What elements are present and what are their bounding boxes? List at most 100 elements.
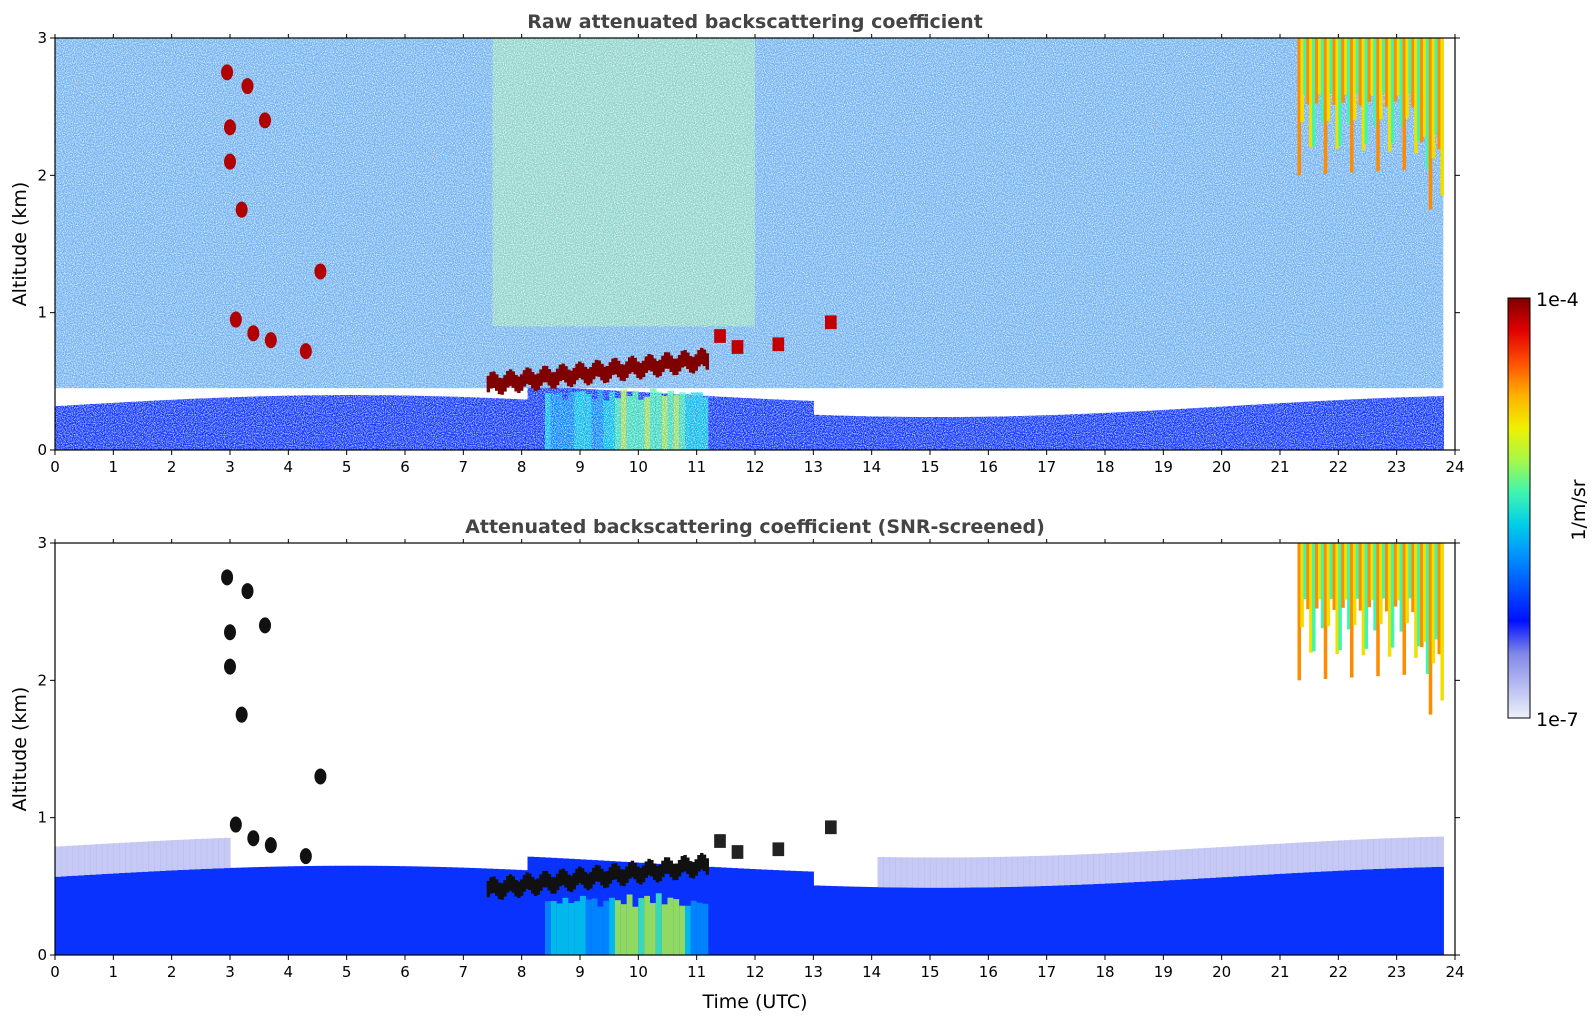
boundary-layer-strip	[142, 871, 149, 955]
aerosol-edge-strip	[1163, 850, 1170, 881]
cloud-layer-cell	[630, 860, 635, 878]
aerosol-edge-strip	[1210, 847, 1217, 878]
boundary-layer-strip	[790, 870, 797, 955]
boundary-layer-strip	[305, 866, 313, 955]
boundary-layer-strip	[1000, 887, 1007, 955]
boundary-layer-strip	[1268, 874, 1275, 955]
aerosol-edge-strip	[1326, 840, 1334, 872]
high-cloud-streak	[1350, 38, 1354, 173]
aerosol-edge-strip	[1040, 855, 1048, 886]
high-cloud-streak	[1396, 543, 1401, 601]
aerosol-strip	[585, 899, 593, 955]
aerosol-strip	[609, 897, 616, 955]
boundary-layer-strip	[737, 868, 744, 955]
cloud-layer-cell	[644, 356, 649, 373]
cloud-layer-cell	[680, 856, 685, 873]
boundary-layer-strip	[860, 886, 867, 955]
aerosol-edge-strip	[1268, 844, 1275, 875]
aerosol-edge-strip	[1075, 854, 1083, 885]
aerosol-edge-strip	[976, 857, 984, 888]
aerosol-edge-strip	[1320, 841, 1328, 872]
high-cloud-streak	[1320, 543, 1325, 629]
cloud-layer-cell	[625, 361, 629, 378]
aerosol-edge-strip	[1105, 853, 1112, 884]
aerosol-edge-strip	[90, 844, 97, 875]
scatterer-blob	[229, 816, 242, 833]
boundary-layer-strip	[912, 887, 919, 955]
x-tick-label: 4	[284, 458, 294, 476]
boundary-layer-strip	[1035, 886, 1042, 955]
boundary-layer-strip	[475, 868, 482, 955]
cloud-layer-cell	[555, 873, 560, 891]
scatterer-blob	[259, 112, 271, 129]
cloud-layer-cell	[567, 369, 571, 387]
x-tick-label: 24	[1445, 963, 1464, 981]
cloud-layer-cell	[519, 374, 524, 391]
aerosol-edge-strip	[1035, 855, 1042, 887]
x-tick-label: 23	[1387, 963, 1406, 981]
high-cloud-streak	[1428, 543, 1433, 715]
high-cloud-streak	[1341, 543, 1345, 608]
cloud-layer-cell	[633, 357, 637, 375]
cloud-layer-cell	[547, 874, 552, 891]
aerosol-edge-strip	[171, 840, 179, 871]
cloud-layer-cell	[688, 356, 693, 373]
panel-raw-y-axis: 0 1 2 3	[37, 29, 1460, 459]
cloud-layer-cell	[589, 367, 593, 384]
high-cloud-streak	[1379, 38, 1383, 120]
aerosol-edge-strip	[55, 846, 62, 877]
cloud-layer-cell	[589, 872, 593, 889]
x-tick-label: 16	[979, 458, 998, 476]
boundary-layer-strip	[1350, 870, 1357, 955]
high-cloud-streak	[1320, 38, 1325, 124]
boundary-layer-strip	[515, 869, 523, 955]
aerosol-strip	[685, 905, 692, 955]
high-cloud-streak	[1405, 543, 1409, 624]
boundary-layer-strip	[405, 866, 412, 955]
boundary-layer-strip	[1110, 883, 1118, 955]
cloud-layer-cell	[686, 352, 690, 370]
cloud-layer-cell	[688, 861, 693, 878]
aerosol-edge-strip	[1338, 840, 1345, 871]
y-tick-label: 2	[37, 166, 47, 184]
cloud-layer-cell	[655, 865, 660, 883]
aerosol-strip	[655, 893, 663, 955]
cloud-layer-cell	[636, 361, 640, 378]
aerosol-edge-strip	[1361, 839, 1369, 870]
cloud-layer-cell	[519, 879, 524, 896]
x-tick-label: 7	[459, 458, 469, 476]
x-tick-label: 21	[1270, 458, 1289, 476]
aerosol-strip	[632, 906, 639, 955]
panel-screened-xlabel: Time (UTC)	[701, 991, 807, 1013]
boundary-layer-strip	[329, 865, 336, 955]
cloud-layer-cell	[619, 869, 624, 886]
scatterer-blob	[224, 119, 236, 136]
aerosol-edge-strip	[1332, 840, 1339, 871]
high-cloud-streak	[1402, 543, 1407, 675]
x-tick-label: 8	[517, 458, 527, 476]
aerosol-edge-strip	[1093, 853, 1100, 884]
x-tick-label: 1	[109, 458, 119, 476]
aerosol-strip	[661, 904, 669, 955]
boundary-layer-strip	[148, 871, 155, 955]
high-cloud-streak	[1408, 543, 1412, 599]
scatterer-blob	[247, 830, 260, 847]
cloud-layer-cell	[555, 368, 560, 386]
aerosol-edge-strip	[935, 857, 943, 888]
cloud-layer-cell	[494, 374, 499, 391]
cloud-layer-cell	[677, 859, 682, 877]
boundary-layer-strip	[918, 887, 925, 955]
boundary-layer-strip	[1151, 881, 1159, 955]
aerosol-strip	[568, 903, 575, 955]
boundary-layer-strip	[1210, 877, 1217, 955]
high-cloud-streak	[1315, 543, 1319, 609]
cloud-layer-cell	[539, 874, 543, 891]
boundary-layer-strip	[177, 870, 184, 955]
high-cloud-streak	[1335, 543, 1339, 655]
cloud-layer-cell	[616, 865, 621, 883]
boundary-layer-strip	[1315, 871, 1322, 955]
x-tick-label: 21	[1270, 963, 1289, 981]
aerosol-edge-strip	[1064, 854, 1071, 886]
boundary-layer-strip	[1285, 873, 1293, 955]
high-cloud-streak	[1376, 543, 1380, 677]
